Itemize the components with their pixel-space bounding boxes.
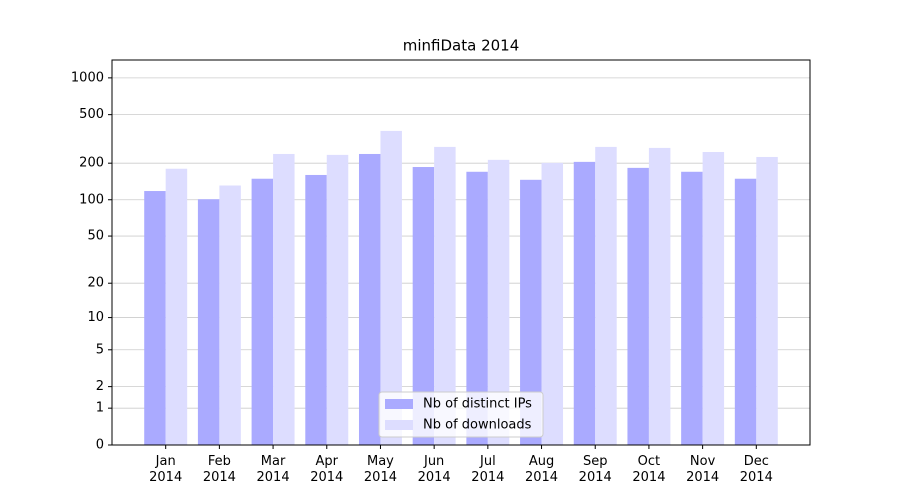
bar [756, 156, 778, 445]
x-tick-label: Nov 2014 [686, 454, 720, 485]
x-tick-label: Mar 2014 [256, 454, 290, 485]
y-tick-label: 200 [79, 156, 104, 171]
y-tick-label: 5 [96, 342, 104, 357]
x-tick-label: Sep 2014 [578, 454, 612, 485]
bar [251, 178, 274, 445]
bar [219, 185, 241, 446]
bar [434, 146, 456, 445]
y-tick-label: 2 [96, 379, 104, 394]
bar [702, 152, 725, 446]
bar [144, 191, 166, 445]
y-tick-label: 10 [87, 310, 104, 325]
bar [326, 154, 349, 445]
bar [681, 171, 703, 446]
x-tick-label: Apr 2014 [310, 454, 344, 485]
y-tick-label: 100 [79, 192, 104, 207]
bar [487, 159, 510, 445]
bar [380, 130, 402, 445]
x-tick-label: Aug 2014 [524, 454, 559, 485]
bar [648, 147, 671, 445]
x-tick-label: Dec 2014 [739, 454, 773, 485]
bar [541, 162, 564, 445]
chart-title: minfiData 2014 [403, 37, 520, 55]
y-tick-label: 1000 [71, 70, 104, 85]
x-tick-label: May 2014 [363, 454, 397, 485]
y-tick-label: 1 [96, 401, 104, 416]
bar [165, 168, 188, 445]
bar [273, 153, 295, 445]
x-tick-label: Oct 2014 [632, 454, 666, 485]
bar [573, 161, 596, 446]
x-tick-label: Feb 2014 [202, 454, 236, 485]
legend-swatch [385, 399, 413, 409]
bar [520, 179, 542, 445]
bar [627, 167, 649, 445]
bar [305, 174, 327, 445]
bar [466, 171, 488, 446]
legend-label: Nb of distinct IPs [423, 397, 532, 412]
y-tick-label: 0 [96, 438, 104, 453]
legend-label: Nb of downloads [423, 418, 532, 433]
x-tick-label: Jan 2014 [149, 454, 183, 485]
x-tick-label: Jun 2014 [417, 454, 451, 485]
legend-box [378, 391, 544, 438]
plot-frame [111, 59, 811, 446]
bar [358, 153, 381, 445]
legend-swatch [385, 420, 413, 430]
y-tick-label: 500 [79, 107, 104, 122]
bar [412, 167, 435, 445]
y-tick-label: 50 [87, 229, 104, 244]
y-tick-label: 20 [87, 276, 104, 291]
bar [197, 199, 220, 445]
bar [595, 146, 617, 445]
x-tick-label: Jul 2014 [471, 454, 505, 485]
bar [734, 178, 757, 445]
